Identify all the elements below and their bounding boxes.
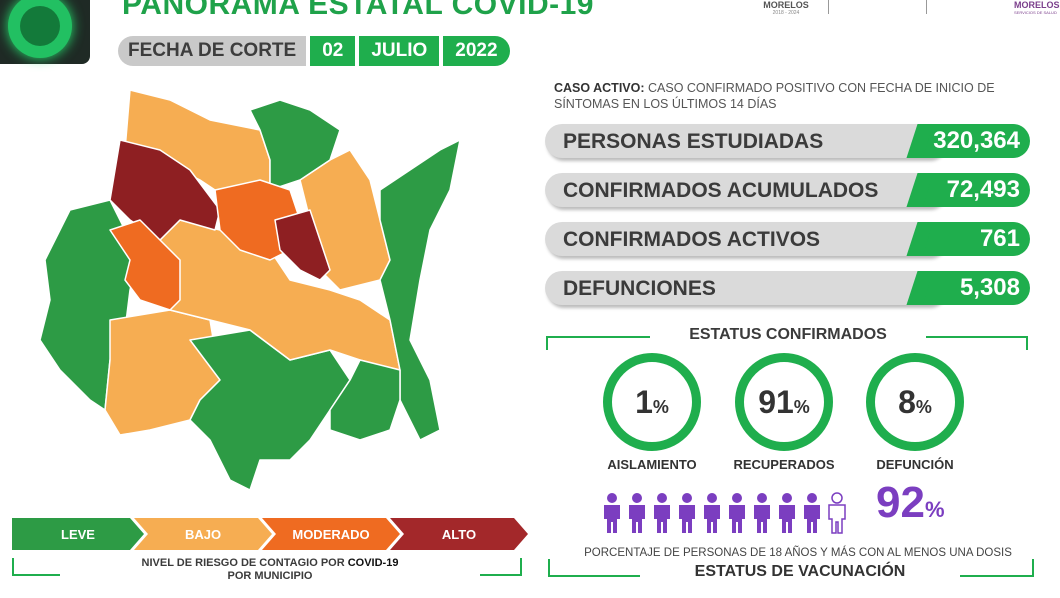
stat-value: 320,364 [920,124,1030,158]
map-region-north-green [249,99,341,191]
vaccination-percent: 92% [876,478,945,528]
legend-item-bajo: BAJO [134,518,272,550]
status-title: ESTATUS CONFIRMADOS [650,326,926,344]
legend-item-leve: LEVE [12,518,144,550]
person-vaccinated-icon [629,493,645,533]
health-logo: MORELOS SERVICIOS DE SALUD [1014,0,1060,15]
map-region-southeast [329,359,401,441]
stat-label: PERSONAS ESTUDIADAS [563,130,824,153]
stat-value: 761 [920,222,1030,256]
divider [828,0,829,14]
brand2-sub: SERVICIOS DE SALUD [1014,10,1057,15]
stat-label: DEFUNCIONES [563,277,716,300]
map-region-alto-nw [109,139,221,241]
map-region-south [189,329,351,491]
active-case-definition: CASO ACTIVO: CASO CONFIRMADO POSITIVO CO… [554,80,1014,112]
map-region-moderate-w [109,219,181,311]
morelos-logo: MORELOS 2018 - 2024 [736,0,836,16]
person-vaccinated-icon [704,493,720,533]
vaccination-people-icons [600,492,850,534]
person-unvaccinated-icon [828,492,846,534]
page-title: PANORAMA ESTATAL COVID-19 [122,0,594,21]
status-circle-recovered: 91% [735,353,833,451]
status-label: RECUPERADOS [733,457,835,472]
covid-logo [0,0,90,64]
legend-caption-post: POR MUNICIPIO [227,570,313,582]
state-risk-map [39,89,461,491]
brand-name: MORELOS [763,0,809,10]
date-month: JULIO [359,36,440,66]
vaccination-percent-unit: % [924,497,945,522]
divider [926,0,927,14]
person-vaccinated-icon [729,493,745,533]
logo-ring-icon [8,0,72,58]
stat-value: 72,493 [920,173,1030,207]
date-bar: FECHA DE CORTE 02 JULIO 2022 [118,36,510,66]
status-circle-isolation: 1% [603,353,701,451]
stat-row-deaths: DEFUNCIONES 5,308 [545,271,1030,305]
active-case-label: CASO ACTIVO: [554,81,645,95]
status-value: 91 [758,383,794,420]
brand2-name: MORELOS [1014,0,1060,10]
vaccination-percent-value: 92 [876,478,925,527]
status-unit: % [793,396,810,417]
person-vaccinated-icon [779,493,795,533]
vaccination-description: PORCENTAJE DE PERSONAS DE 18 AÑOS Y MÁS … [548,547,1048,559]
map-region-alto-c [274,209,331,281]
vaccination-title: ESTATUS DE VACUNACIÓN [640,563,960,581]
stat-label: CONFIRMADOS ACTIVOS [563,228,821,251]
stat-row-confirmed-active: CONFIRMADOS ACTIVOS 761 [545,222,1030,256]
person-vaccinated-icon [754,493,770,533]
status-value: 1 [635,383,653,420]
person-vaccinated-icon [804,493,820,533]
person-vaccinated-icon [679,493,695,533]
legend-caption: NIVEL DE RIESGO DE CONTAGIO POR COVID-19… [60,557,480,583]
date-year: 2022 [443,36,510,66]
brand-years: 2018 - 2024 [772,10,800,16]
map-region-east [379,139,461,441]
date-day: 02 [310,36,356,66]
status-circle-death: 8% [866,353,964,451]
date-label: FECHA DE CORTE [118,36,307,66]
person-vaccinated-icon [654,493,670,533]
person-vaccinated-icon [604,493,620,533]
legend-item-moderado: MODERADO [262,518,400,550]
status-unit: % [652,396,669,417]
status-value: 8 [898,383,916,420]
legend-item-alto: ALTO [390,518,528,550]
status-label: DEFUNCIÓN [876,457,954,472]
stat-row-studied: PERSONAS ESTUDIADAS 320,364 [545,124,1030,158]
risk-legend: LEVE BAJO MODERADO ALTO [12,518,518,550]
status-label: AISLAMIENTO [607,457,697,472]
stat-value: 5,308 [920,271,1030,305]
status-unit: % [915,396,932,417]
active-case-text: CASO CONFIRMADO POSITIVO CON FECHA DE IN… [554,81,995,111]
stat-label: CONFIRMADOS ACUMULADOS [563,179,879,202]
stat-row-confirmed-total: CONFIRMADOS ACUMULADOS 72,493 [545,173,1030,207]
legend-caption-pre: NIVEL DE RIESGO DE CONTAGIO POR [141,557,345,569]
legend-caption-strong: COVID-19 [347,557,399,569]
